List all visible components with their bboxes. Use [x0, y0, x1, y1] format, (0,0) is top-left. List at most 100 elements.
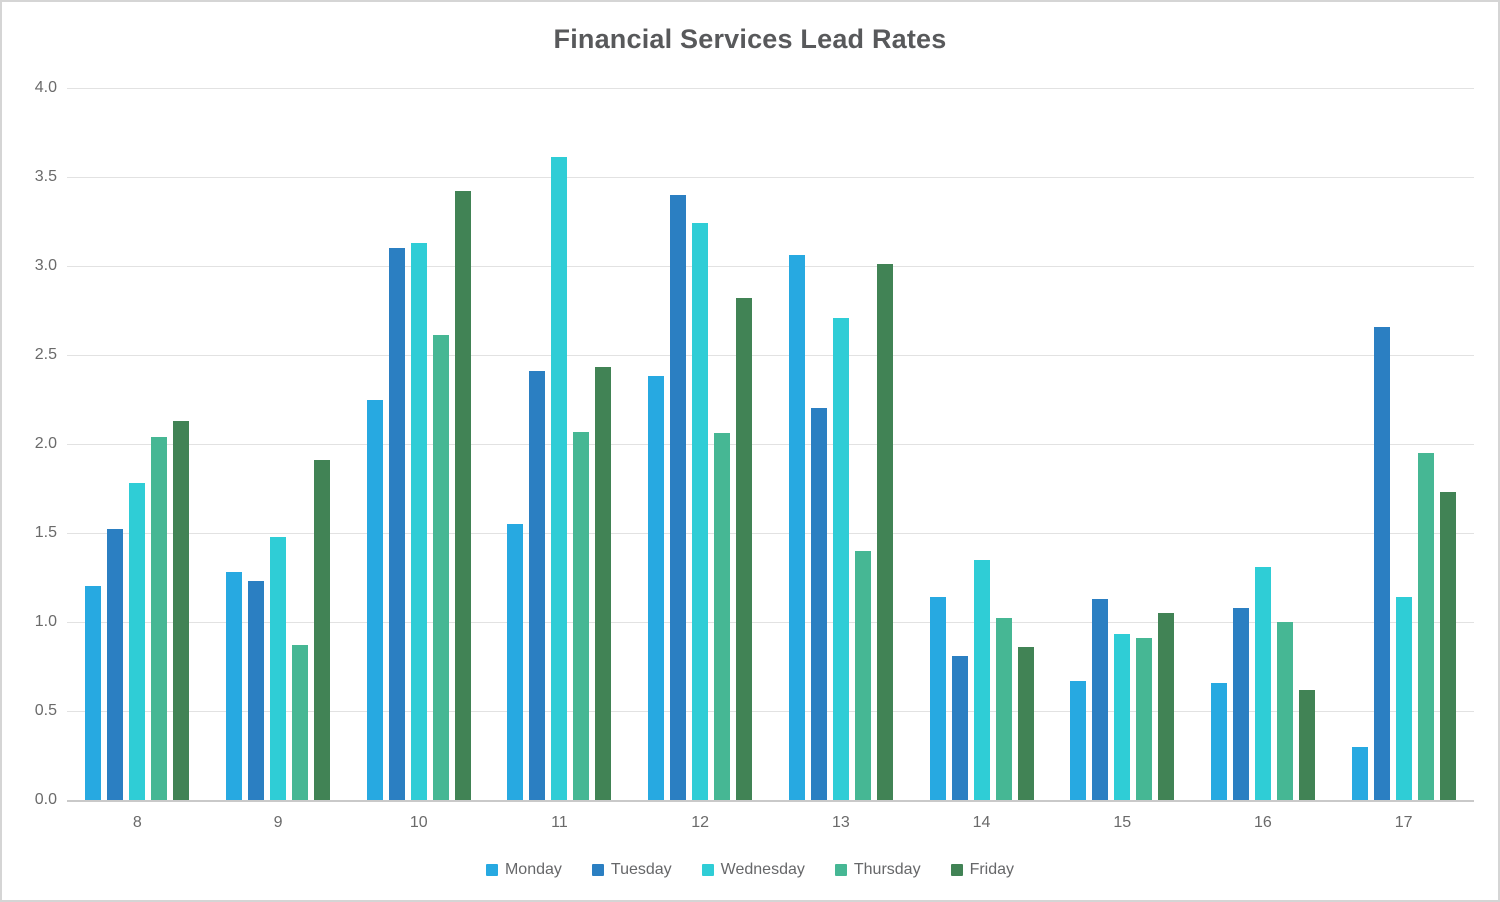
bar-group-16	[1193, 88, 1334, 800]
bar-tuesday-14	[951, 655, 968, 800]
bar-monday-14	[929, 597, 946, 800]
bar-friday-17	[1439, 492, 1456, 800]
legend-swatch-icon	[485, 864, 498, 876]
bar-thursday-8	[151, 436, 168, 800]
bar-wednesday-8	[129, 483, 146, 800]
y-tick-label: 3.5	[34, 168, 57, 185]
bar-friday-11	[595, 367, 612, 800]
legend-item-thursday: Thursday	[834, 861, 921, 879]
legend-swatch-icon	[701, 864, 714, 876]
bar-group-17	[1333, 88, 1474, 800]
x-tick-label-16: 16	[1254, 814, 1272, 831]
x-axis-line	[67, 800, 1474, 802]
bar-tuesday-15	[1092, 598, 1109, 800]
bar-group-10	[348, 88, 489, 800]
x-tick-label-12: 12	[691, 814, 710, 831]
bar-wednesday-15	[1114, 634, 1131, 800]
legend: Monday Tuesday Wednesday Thursday Friday	[2, 861, 1498, 879]
x-tick-label-10: 10	[409, 814, 428, 831]
bar-thursday-9	[292, 645, 309, 800]
x-tick-label-11: 11	[551, 814, 568, 831]
y-tick-label: 1.0	[34, 613, 57, 630]
x-tick-label-15: 15	[1113, 814, 1132, 831]
bar-friday-13	[876, 264, 893, 800]
gridline	[67, 355, 1474, 356]
bar-thursday-12	[714, 433, 731, 800]
bar-tuesday-11	[529, 371, 546, 800]
plot-area	[67, 88, 1474, 802]
gridline	[67, 266, 1474, 267]
gridline	[67, 88, 1474, 89]
bar-monday-8	[85, 586, 102, 800]
bar-tuesday-16	[1232, 607, 1249, 800]
bar-monday-16	[1210, 682, 1227, 800]
bar-monday-10	[366, 399, 383, 800]
legend-item-tuesday: Tuesday	[591, 861, 672, 879]
bar-monday-13	[788, 255, 805, 800]
bar-monday-9	[226, 572, 243, 800]
legend-item-wednesday: Wednesday	[701, 861, 805, 879]
bar-monday-11	[507, 524, 524, 800]
bar-friday-15	[1158, 613, 1175, 800]
bar-tuesday-13	[810, 408, 827, 800]
bar-friday-14	[1017, 646, 1034, 800]
bar-wednesday-12	[692, 223, 709, 800]
bar-monday-17	[1351, 746, 1368, 800]
y-tick-label: 2.5	[34, 346, 57, 363]
legend-item-friday: Friday	[950, 861, 1015, 879]
bar-group-9	[208, 88, 349, 800]
bar-wednesday-11	[551, 157, 568, 800]
bar-group-11	[489, 88, 630, 800]
bar-thursday-16	[1276, 622, 1293, 800]
bar-monday-12	[648, 376, 665, 800]
bar-friday-10	[454, 191, 471, 800]
y-tick-label: 2.0	[34, 435, 57, 452]
bar-group-12	[630, 88, 771, 800]
gridline	[67, 533, 1474, 534]
y-tick-label: 4.0	[34, 79, 57, 96]
bar-tuesday-12	[670, 194, 687, 800]
bar-wednesday-14	[973, 559, 990, 800]
y-tick-label: 3.0	[34, 257, 57, 274]
bar-friday-9	[314, 460, 331, 800]
legend-swatch-icon	[591, 864, 604, 876]
legend-item-monday: Monday	[485, 861, 562, 879]
bar-thursday-13	[854, 550, 871, 800]
legend-label: Thursday	[853, 861, 921, 878]
bar-group-15	[1052, 88, 1193, 800]
bar-thursday-14	[995, 618, 1012, 800]
gridline	[67, 622, 1474, 623]
x-tick-label-17: 17	[1394, 814, 1413, 831]
legend-swatch-icon	[834, 864, 847, 876]
legend-swatch-icon	[950, 864, 963, 876]
x-tick-label-13: 13	[831, 814, 850, 831]
legend-label: Friday	[969, 861, 1015, 878]
bar-monday-15	[1070, 680, 1087, 800]
legend-label: Monday	[504, 861, 562, 878]
bar-thursday-15	[1136, 638, 1153, 800]
bar-friday-12	[736, 298, 753, 800]
bar-tuesday-17	[1373, 326, 1390, 800]
gridline	[67, 711, 1474, 712]
y-tick-label: 1.5	[34, 524, 57, 541]
x-tick-label-8: 8	[132, 814, 142, 831]
bar-group-13	[771, 88, 912, 800]
bar-wednesday-9	[270, 536, 287, 800]
bar-wednesday-17	[1395, 597, 1412, 800]
bar-friday-16	[1298, 689, 1315, 800]
bar-wednesday-10	[410, 242, 427, 800]
bar-wednesday-16	[1254, 566, 1271, 800]
legend-label: Wednesday	[720, 861, 805, 878]
bar-friday-8	[173, 420, 190, 800]
gridline	[67, 444, 1474, 445]
bar-thursday-10	[432, 335, 449, 800]
bar-group-14	[911, 88, 1052, 800]
bar-wednesday-13	[832, 317, 849, 800]
bar-tuesday-8	[107, 529, 124, 800]
y-tick-label: 0.5	[34, 702, 57, 719]
y-tick-label: 0.0	[34, 791, 57, 808]
x-tick-label-14: 14	[972, 814, 991, 831]
bar-thursday-11	[573, 431, 590, 800]
chart-title: Financial Services Lead Rates	[553, 24, 947, 54]
